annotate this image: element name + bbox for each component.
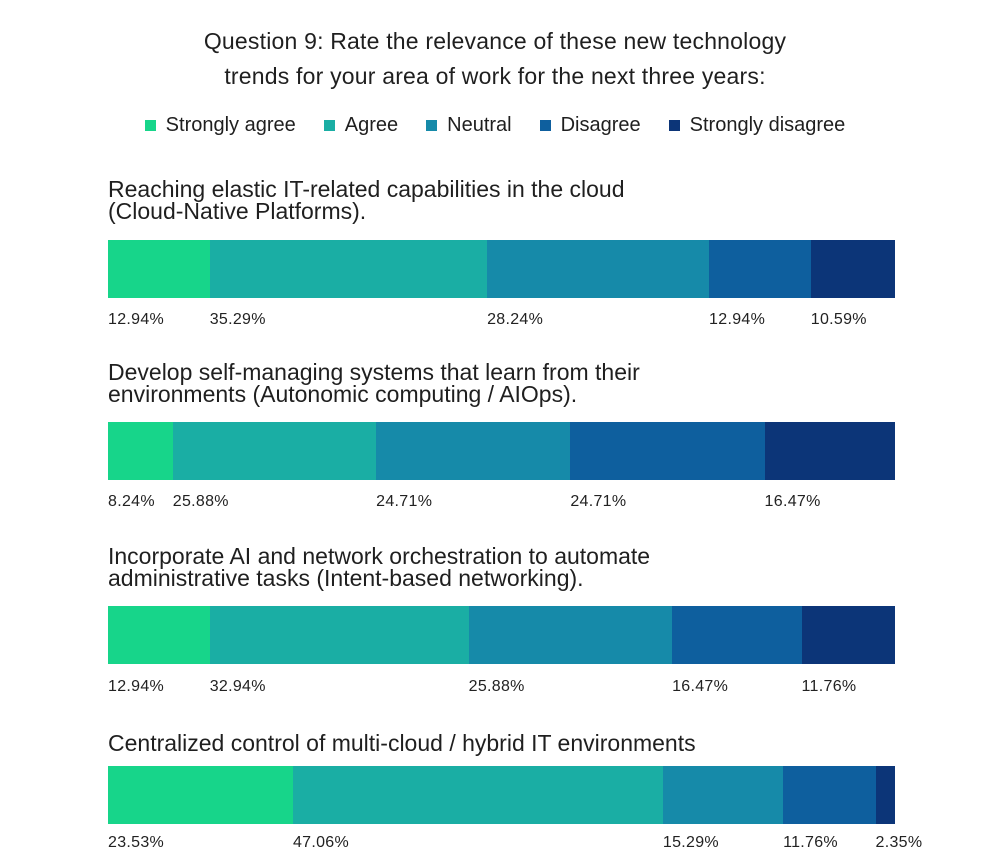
bar-segment xyxy=(468,606,673,664)
bar-segment xyxy=(764,422,895,480)
data-label: 25.88% xyxy=(468,678,525,695)
legend-item: Strongly disagree xyxy=(668,114,846,137)
data-label: 32.94% xyxy=(209,678,266,695)
legend-swatch xyxy=(323,120,335,131)
data-label: 2.35% xyxy=(875,834,923,851)
legend-item: Neutral xyxy=(426,114,512,137)
bar-segment xyxy=(801,606,895,664)
bar-segment xyxy=(376,422,571,480)
bar-segment xyxy=(209,606,470,664)
chart-title-line-1: Question 9: Rate the relevance of these … xyxy=(203,28,787,54)
category-label: Reaching elastic IT-related capabilities… xyxy=(108,176,625,202)
data-label: 12.94% xyxy=(108,678,165,695)
category-label: environments (Autonomic computing / AIOp… xyxy=(108,381,578,407)
legend-item: Agree xyxy=(323,114,399,137)
bar-segment xyxy=(108,766,294,824)
legend-label: Strongly agree xyxy=(165,114,296,136)
data-label: 16.47% xyxy=(672,678,729,695)
data-label: 24.71% xyxy=(376,493,433,510)
stacked-bar xyxy=(108,606,895,664)
category-label: (Cloud-Native Platforms). xyxy=(108,198,367,224)
data-label: 11.76% xyxy=(801,678,857,695)
bar-segment xyxy=(209,240,488,298)
stacked-bar xyxy=(108,422,895,480)
category-label: administrative tasks (Intent-based netwo… xyxy=(108,565,584,591)
category-label: Develop self-managing systems that learn… xyxy=(108,359,640,385)
bar-segment xyxy=(172,422,377,480)
data-label: 8.24% xyxy=(108,493,155,510)
legend-swatch xyxy=(426,120,438,131)
data-label: 28.24% xyxy=(487,311,544,328)
legend-label: Strongly disagree xyxy=(689,114,846,136)
bar-segment xyxy=(292,766,664,824)
chart-title-line-2: trends for your area of work for the nex… xyxy=(224,63,766,89)
data-label: 11.76% xyxy=(783,834,838,851)
legend-label: Agree xyxy=(344,114,399,136)
chart-legend: Strongly agree Agree Neutral Disagree Strong… xyxy=(0,114,990,137)
bar-segment xyxy=(108,240,211,298)
bar-segment xyxy=(108,606,211,664)
stacked-bar xyxy=(108,240,895,298)
bar-segment xyxy=(875,766,895,824)
legend-label: Neutral xyxy=(447,114,512,136)
data-label: 10.59% xyxy=(810,311,867,328)
data-label: 15.29% xyxy=(662,834,719,851)
legend-item: Disagree xyxy=(539,114,641,137)
data-label: 24.71% xyxy=(570,493,627,510)
data-label: 47.06% xyxy=(292,834,350,851)
bar-segment xyxy=(662,766,784,824)
legend-swatch xyxy=(668,120,680,131)
data-label: 23.53% xyxy=(108,834,165,851)
bar-segment xyxy=(487,240,710,298)
legend-swatch xyxy=(539,120,551,131)
bar-segment xyxy=(570,422,766,480)
bar-segment xyxy=(108,422,174,480)
bar-segment xyxy=(672,606,803,664)
legend-item: Strongly agree xyxy=(144,114,296,137)
data-label: 12.94% xyxy=(709,311,766,328)
stacked-bar xyxy=(108,766,895,824)
legend-label: Disagree xyxy=(560,114,641,136)
legend-swatch xyxy=(144,120,156,131)
category-label: Centralized control of multi-cloud / hyb… xyxy=(108,730,696,756)
data-label: 12.94% xyxy=(108,311,165,328)
data-label: 16.47% xyxy=(764,493,821,510)
bar-segment xyxy=(783,766,877,824)
data-label: 25.88% xyxy=(172,493,229,510)
category-label: Incorporate AI and network orchestration… xyxy=(108,543,651,569)
data-label: 35.29% xyxy=(209,311,266,328)
bar-segment xyxy=(810,240,895,298)
bar-segment xyxy=(709,240,812,298)
